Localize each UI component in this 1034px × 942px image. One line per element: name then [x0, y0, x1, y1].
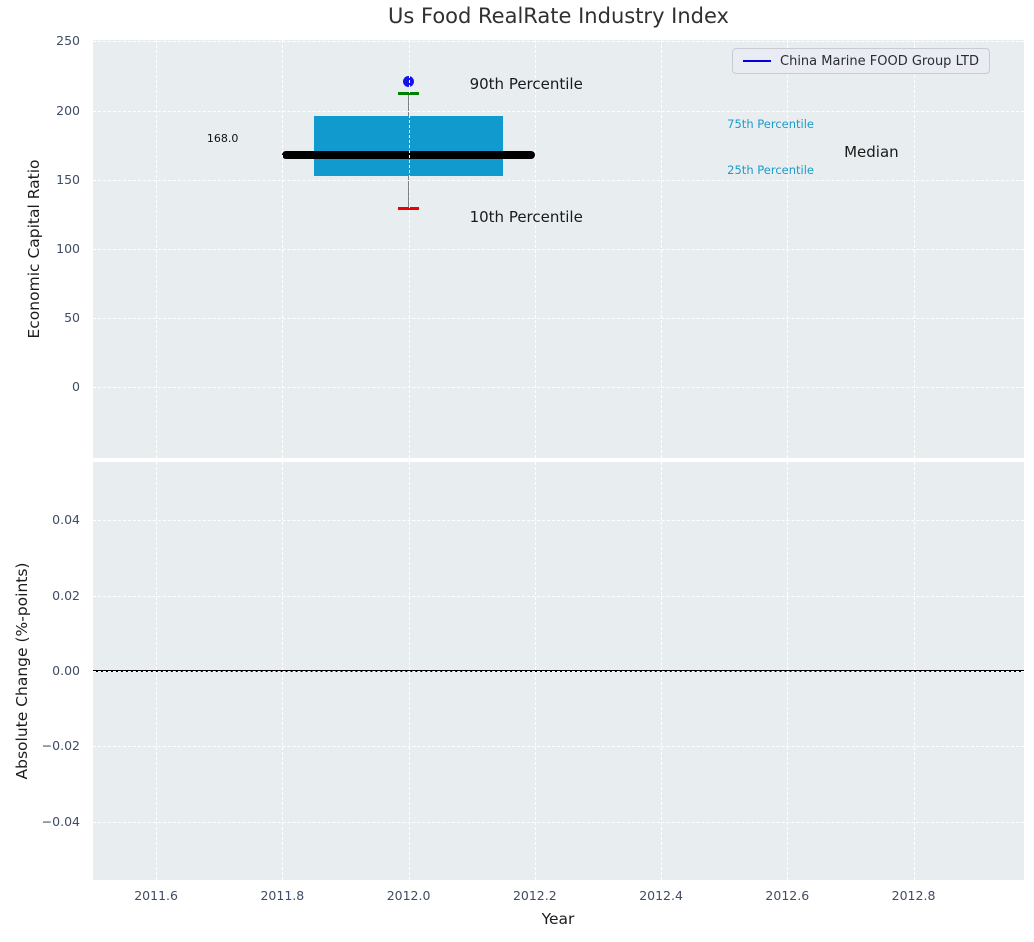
y-axis-label-top: Economic Capital Ratio — [25, 159, 43, 339]
p90-annotation: 90th Percentile — [469, 74, 583, 93]
gridline-h — [93, 821, 1024, 823]
gridline-h — [93, 110, 1024, 112]
y-tick-label: −0.04 — [41, 813, 80, 829]
bottom-plot-area — [93, 462, 1024, 880]
median-value-annotation: 168.0 — [206, 131, 239, 145]
gridline-h — [93, 179, 1024, 181]
x-tick-label: 2012.2 — [512, 888, 557, 903]
gridline-h — [93, 671, 1024, 672]
gridline-h — [93, 387, 1024, 389]
x-tick-label: 2012.6 — [765, 888, 810, 903]
median-annotation: Median — [844, 142, 899, 161]
gridline-h — [93, 520, 1024, 522]
y-axis-label-bottom: Absolute Change (%-points) — [13, 562, 31, 780]
x-tick-label: 2012.0 — [386, 888, 431, 903]
x-tick-label: 2012.8 — [891, 888, 936, 903]
p25-annotation: 25th Percentile — [727, 162, 814, 177]
y-tick-label: −0.02 — [41, 738, 80, 754]
y-tick-label: 0.00 — [52, 663, 80, 678]
x-tick-label: 2011.8 — [260, 888, 305, 903]
y-tick-label: 250 — [56, 33, 80, 49]
gridline-h — [93, 318, 1024, 320]
zero-line — [93, 670, 1024, 672]
p75-annotation: 75th Percentile — [727, 117, 814, 132]
legend-label: China Marine FOOD Group LTD — [780, 53, 979, 69]
x-tick-label: 2012.4 — [639, 888, 683, 903]
legend-line-swatch — [743, 59, 771, 63]
y-tick-label: 0.04 — [52, 512, 80, 528]
gridline-h — [93, 746, 1024, 748]
p10-annotation: 10th Percentile — [469, 207, 583, 226]
y-tick-label: 100 — [56, 241, 80, 256]
x-tick-label: 2011.6 — [134, 888, 178, 903]
y-tick-label: 0 — [72, 379, 80, 395]
y-tick-label: 150 — [56, 171, 80, 187]
gridline-h — [93, 595, 1024, 597]
y-tick-label: 200 — [56, 102, 80, 118]
gridline-h — [93, 249, 1024, 250]
top-plot-area — [93, 40, 1024, 458]
y-tick-label: 50 — [64, 310, 80, 326]
y-tick-label: 0.02 — [52, 587, 80, 603]
legend: China Marine FOOD Group LTD — [732, 48, 990, 74]
chart-title: Us Food RealRate Industry Index — [388, 4, 729, 28]
gridline-h — [93, 41, 1024, 43]
x-axis-label: Year — [541, 910, 575, 928]
